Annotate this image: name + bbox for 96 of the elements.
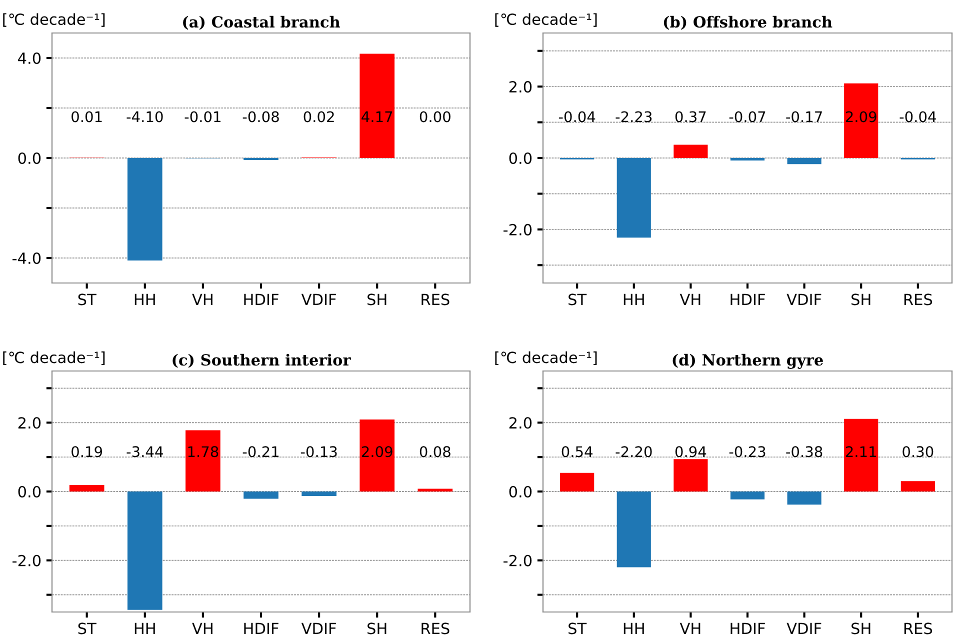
y-axis-title: [℃ decade⁻¹] — [3, 351, 105, 366]
bar — [674, 459, 708, 492]
bar — [844, 83, 878, 158]
data-label: -0.21 — [242, 446, 279, 458]
data-label: 1.78 — [188, 446, 218, 458]
y-axis-title: [℃ decade⁻¹] — [3, 13, 105, 27]
x-tick-label: VDIF — [301, 294, 336, 306]
y-axis-title: [℃ decade⁻¹] — [495, 13, 597, 27]
data-label: 2.11 — [846, 446, 876, 457]
bar — [844, 418, 878, 492]
bar — [244, 492, 278, 499]
data-label: -0.01 — [184, 111, 220, 122]
bar — [674, 144, 708, 158]
x-tick-label: ST — [568, 294, 587, 306]
data-label: -0.08 — [242, 111, 279, 122]
x-tick-label: HH — [624, 294, 644, 306]
bar — [787, 492, 822, 505]
x-tick-label: HH — [134, 294, 155, 306]
y-tick-label: 0.0 — [509, 152, 532, 164]
bar — [360, 54, 395, 158]
x-tick-label: ST — [568, 622, 587, 634]
y-tick-label: 0.0 — [509, 486, 532, 498]
x-tick-label: HH — [624, 622, 644, 634]
y-tick-label: 2.0 — [509, 417, 532, 429]
data-label: 0.02 — [304, 111, 334, 122]
y-tick-label: -2.0 — [12, 554, 41, 566]
y-tick-label: -4.0 — [12, 252, 41, 264]
bar — [127, 158, 162, 260]
data-label: 2.09 — [846, 111, 876, 122]
x-tick-label: SH — [368, 622, 386, 634]
x-tick-label: RES — [904, 622, 932, 634]
bar — [418, 488, 453, 492]
chart-title: (d) Northern gyre — [672, 354, 823, 369]
y-tick-label: -2.0 — [504, 224, 532, 236]
bar — [127, 492, 162, 610]
x-tick-label: VH — [680, 294, 700, 306]
data-label: -3.44 — [126, 446, 163, 458]
data-label: -0.04 — [558, 111, 596, 122]
data-label: 0.01 — [72, 111, 102, 122]
data-label: -0.13 — [300, 446, 337, 458]
data-label: 0.19 — [72, 446, 102, 458]
data-label: -2.20 — [616, 446, 652, 458]
y-tick-label: -2.0 — [504, 554, 532, 566]
y-tick-label: 2.0 — [18, 417, 41, 429]
x-tick-label: ST — [78, 622, 96, 634]
x-tick-label: SH — [852, 622, 870, 634]
x-tick-label: HH — [134, 622, 155, 634]
x-tick-label: RES — [422, 622, 450, 634]
y-tick-label: 4.0 — [18, 52, 41, 64]
x-tick-label: VH — [680, 622, 700, 634]
bar — [302, 492, 336, 496]
data-label: 2.09 — [362, 446, 392, 458]
x-tick-label: HDIF — [244, 294, 278, 306]
y-tick-label: 0.0 — [18, 486, 41, 498]
x-tick-label: VH — [192, 294, 212, 306]
data-label: -0.38 — [786, 446, 822, 458]
chart-title: (c) Southern interior — [172, 354, 351, 368]
bar — [360, 420, 395, 492]
chart-title: (b) Offshore branch — [664, 16, 832, 30]
x-tick-label: SH — [852, 294, 870, 306]
x-tick-label: HDIF — [244, 622, 278, 634]
data-label: -2.23 — [616, 111, 652, 122]
data-label: 0.08 — [420, 446, 450, 458]
x-tick-label: RES — [422, 294, 450, 306]
y-tick-label: 2.0 — [509, 81, 532, 93]
bar — [560, 472, 594, 492]
data-label: -0.04 — [900, 111, 936, 122]
bar — [900, 481, 935, 492]
data-label: 0.00 — [420, 111, 450, 122]
bar — [186, 430, 220, 492]
data-label: -0.17 — [786, 111, 822, 122]
x-tick-label: HDIF — [730, 622, 765, 634]
bar — [730, 492, 765, 500]
x-tick-label: HDIF — [730, 294, 765, 306]
x-tick-label: VDIF — [786, 294, 822, 306]
x-tick-label: VDIF — [301, 622, 336, 634]
bar — [616, 492, 651, 568]
data-label: -4.10 — [126, 111, 163, 122]
y-axis-title: [℃ decade⁻¹] — [495, 351, 597, 366]
data-label: 0.37 — [675, 111, 706, 122]
data-label: 4.17 — [362, 111, 392, 122]
bar — [69, 484, 104, 492]
y-tick-label: 0.0 — [18, 152, 41, 164]
x-tick-label: SH — [368, 294, 386, 306]
data-label: 0.94 — [675, 446, 706, 458]
data-label: 0.30 — [902, 446, 934, 458]
x-tick-label: ST — [78, 294, 96, 306]
x-tick-label: RES — [904, 294, 932, 306]
chart-title: (a) Coastal branch — [183, 16, 340, 30]
bar — [616, 158, 651, 238]
data-label: -0.07 — [729, 111, 766, 122]
bar — [787, 158, 822, 164]
data-label: -0.23 — [729, 446, 766, 458]
x-tick-label: VDIF — [786, 622, 822, 634]
x-tick-label: VH — [192, 622, 212, 634]
data-label: 0.54 — [562, 446, 592, 458]
